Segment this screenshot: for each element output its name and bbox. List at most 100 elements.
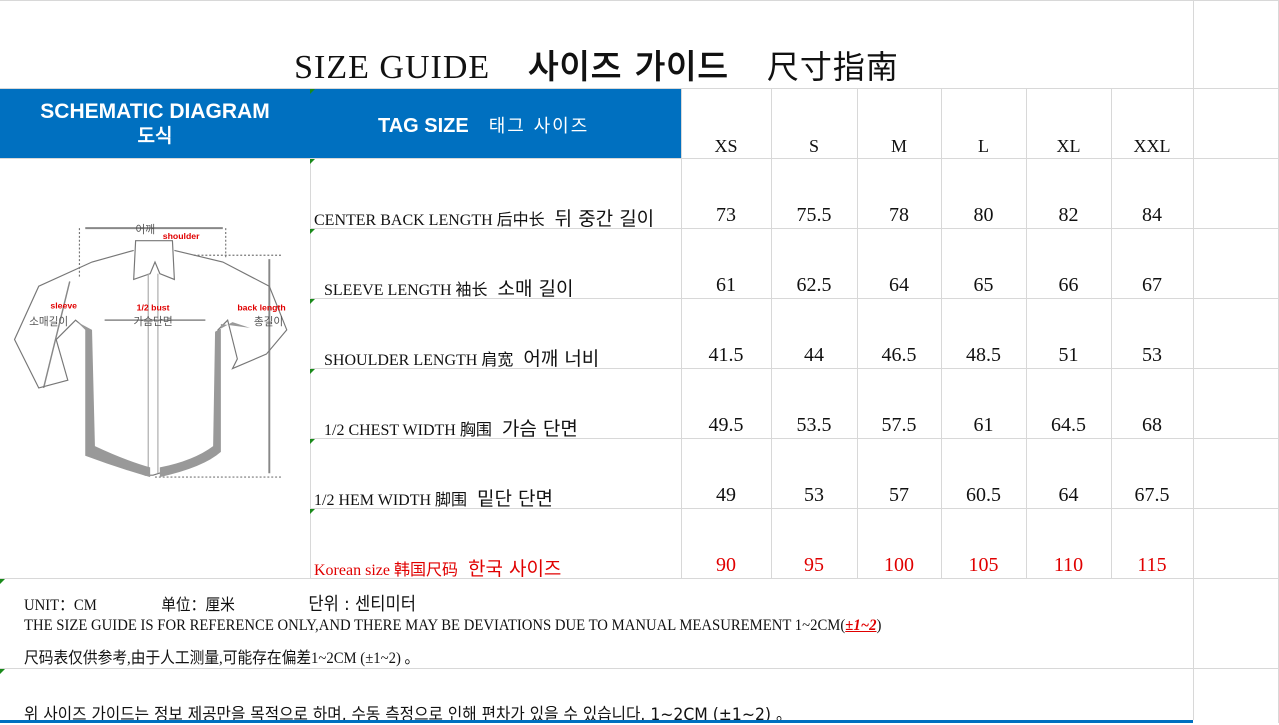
size-value: 49 — [716, 484, 736, 506]
row-label-ko: 가슴 단면 — [501, 418, 578, 440]
size-value: 80 — [973, 204, 994, 226]
size-value: 110 — [1053, 554, 1084, 576]
grid-line — [310, 368, 1279, 369]
size-header-xxl: XXL — [1133, 136, 1171, 156]
size-value: 73 — [716, 204, 736, 226]
row-label: SHOULDER LENGTH 肩宽 어깨 너비 — [324, 344, 599, 371]
row-label-en: SHOULDER LENGTH 肩宽 — [324, 352, 514, 369]
label-back-en: back length — [237, 302, 285, 312]
shirt-diagram: 어깨 소매길이 가슴단면 총길이 shoulder sleeve 1/2 bus… — [13, 223, 288, 478]
title-en: SIZE GUIDE — [294, 49, 491, 86]
label-bust-en: 1/2 bust — [137, 302, 170, 312]
size-value: 75.5 — [796, 204, 832, 226]
row-label: Korean size 韩国尺码 한국 사이즈 — [314, 554, 561, 581]
row-label: 1/2 HEM WIDTH 脚围 밑단 단면 — [314, 484, 553, 511]
grid-line — [1193, 0, 1194, 720]
grid-line — [310, 438, 1279, 439]
grid-line — [771, 88, 772, 578]
unit-en: UNIT：CM — [24, 597, 97, 614]
cell-marker — [310, 229, 315, 234]
size-value: 60.5 — [966, 484, 1001, 506]
size-value: 67 — [1142, 274, 1162, 296]
tag-header-ko: 태그 사이즈 — [488, 116, 590, 137]
size-value: 65 — [973, 274, 994, 296]
cell-marker — [310, 159, 315, 164]
cell-marker — [0, 579, 5, 584]
size-value: 78 — [889, 204, 909, 226]
bottom-border — [0, 720, 1193, 723]
size-value: 53.5 — [796, 414, 832, 436]
grid-line — [310, 228, 1279, 229]
size-value: 64 — [889, 274, 909, 296]
grid-line — [1111, 88, 1112, 578]
label-shoulder-en: shoulder — [163, 231, 200, 241]
row-label-en: CENTER BACK LENGTH 后中长 — [314, 212, 545, 229]
label-sleeve-ko: 소매길이 — [29, 315, 68, 328]
row-label-en: Korean size 韩国尺码 — [314, 562, 458, 579]
diagram-header-en: SCHEMATIC DIAGRAM — [40, 100, 270, 123]
unit-ko: 단위 : 센티미터 — [308, 594, 416, 615]
grid-line — [0, 578, 1279, 579]
row-label: SLEEVE LENGTH 袖长 소매 길이 — [324, 274, 574, 301]
size-value: 100 — [884, 554, 914, 576]
size-value: 57 — [889, 484, 909, 506]
row-label-en: 1/2 CHEST WIDTH 胸围 — [324, 422, 492, 439]
row-label-en: 1/2 HEM WIDTH 脚围 — [314, 492, 468, 509]
grid-line — [681, 88, 682, 578]
diagram-header-ko: 도식 — [137, 125, 173, 147]
ref-en-close: ) — [876, 617, 882, 634]
cell-marker — [310, 89, 315, 94]
size-value: 53 — [804, 484, 824, 506]
size-value: 51 — [1058, 344, 1079, 366]
size-value: 61 — [716, 274, 736, 296]
grid-line — [0, 668, 1279, 669]
size-value: 53 — [1142, 344, 1162, 366]
ref-en: THE SIZE GUIDE IS FOR REFERENCE ONLY,AND… — [24, 617, 846, 634]
label-bust-ko: 가슴단면 — [133, 315, 172, 328]
row-label: CENTER BACK LENGTH 后中长 뒤 중간 길이 — [314, 204, 654, 231]
size-value: 82 — [1058, 204, 1079, 226]
row-label-ko: 뒤 중간 길이 — [554, 208, 655, 230]
row-label-ko: 밑단 단면 — [477, 488, 553, 510]
size-value: 62.5 — [796, 274, 832, 296]
row-label-ko: 소매 길이 — [497, 278, 574, 300]
cell-marker — [310, 509, 315, 514]
grid-line — [941, 88, 942, 578]
size-value: 64 — [1058, 484, 1079, 506]
row-label: 1/2 CHEST WIDTH 胸围 가슴 단면 — [324, 414, 578, 441]
unit-zh: 单位：厘米 — [161, 597, 235, 614]
page-title: SIZE GUIDE 사이즈 가이드 尺寸指南 — [0, 40, 1193, 88]
grid-line — [310, 298, 1279, 299]
size-value: 115 — [1137, 554, 1167, 576]
grid-line — [310, 508, 1279, 509]
size-value: 67.5 — [1134, 484, 1170, 506]
size-header-s: S — [808, 136, 819, 156]
title-zh: 尺寸指南 — [766, 48, 899, 86]
reference-note-en: THE SIZE GUIDE IS FOR REFERENCE ONLY,AND… — [24, 617, 881, 635]
size-value: 44 — [804, 344, 824, 366]
size-value: 64.5 — [1051, 414, 1086, 436]
cell-marker — [0, 669, 5, 674]
cell-marker — [310, 369, 315, 374]
grid-line — [1026, 88, 1027, 578]
tag-size-header: TAG SIZE 태그 사이즈 — [310, 88, 681, 158]
grid-line — [0, 158, 1279, 159]
size-value: 66 — [1058, 274, 1079, 296]
label-sleeve-en: sleeve — [50, 301, 77, 311]
size-value: 90 — [716, 554, 736, 576]
size-header-l: L — [978, 136, 989, 156]
size-header-xs: XS — [714, 136, 738, 156]
size-value: 68 — [1142, 414, 1162, 436]
grid-line — [0, 0, 1279, 1]
ref-en-tolerance: ±1~2 — [845, 617, 877, 634]
schematic-diagram-header: SCHEMATIC DIAGRAM 도식 — [0, 88, 310, 158]
title-ko: 사이즈 가이드 — [528, 47, 729, 86]
cell-marker — [310, 299, 315, 304]
label-back-ko: 총길이 — [254, 315, 283, 328]
size-value: 41.5 — [708, 344, 744, 366]
size-header-m: M — [890, 136, 907, 156]
size-value: 61 — [973, 414, 994, 436]
cell-marker — [310, 439, 315, 444]
size-value: 95 — [804, 554, 824, 576]
row-label-ko: 한국 사이즈 — [467, 558, 562, 580]
